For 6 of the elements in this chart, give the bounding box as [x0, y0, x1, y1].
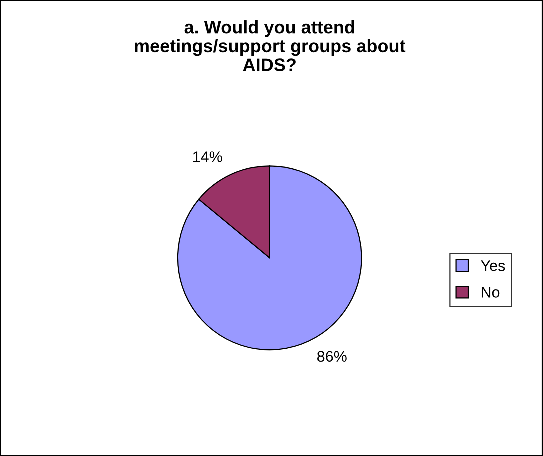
legend-label: No [482, 287, 500, 298]
legend-label: Yes [481, 260, 506, 272]
data-label: 86% [318, 351, 347, 362]
chart-title: a. Would you attend meetings/support groups about AIDS? [135, 20, 406, 72]
data-label: 14% [193, 152, 222, 162]
pie-slice [177, 166, 362, 351]
